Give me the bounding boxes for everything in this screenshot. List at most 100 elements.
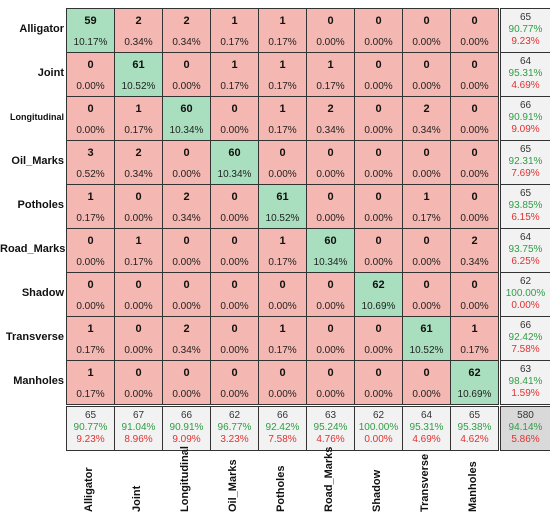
cell-percent: 0.00% bbox=[364, 125, 393, 136]
matrix-cell: 0 0.00% bbox=[450, 140, 499, 185]
summary-error-percent: 7.58% bbox=[268, 434, 297, 445]
matrix-cell: 0 0.00% bbox=[114, 272, 163, 317]
matrix-cell: 0 0.00% bbox=[354, 8, 403, 53]
matrix-cell: 0 0.00% bbox=[306, 140, 355, 185]
cell-count: 1 bbox=[279, 235, 286, 247]
cell-percent: 0.17% bbox=[412, 213, 441, 224]
cell-percent: 0.00% bbox=[364, 81, 393, 92]
row-label: Alligator bbox=[19, 23, 64, 35]
cell-percent: 10.52% bbox=[265, 213, 300, 224]
cell-count: 2 bbox=[135, 147, 142, 159]
cell-count: 1 bbox=[327, 59, 334, 71]
row-summary-cell: 65 92.31% 7.69% bbox=[500, 140, 550, 185]
cell-percent: 0.00% bbox=[220, 389, 249, 400]
cell-percent: 0.00% bbox=[460, 125, 489, 136]
cell-percent: 0.00% bbox=[124, 301, 153, 312]
cell-percent: 0.34% bbox=[412, 125, 441, 136]
matrix-cell: 1 0.17% bbox=[66, 360, 115, 405]
matrix-cell: 0 0.00% bbox=[210, 228, 259, 273]
cell-count: 0 bbox=[375, 323, 382, 335]
row-summary-cell: 64 93.75% 6.25% bbox=[500, 228, 550, 273]
matrix-cell: 0 0.00% bbox=[306, 316, 355, 361]
row-label: Joint bbox=[37, 67, 64, 79]
cell-count: 0 bbox=[375, 103, 382, 115]
column-summary-cell: 64 95.31% 4.69% bbox=[402, 406, 451, 451]
matrix-cell: 3 0.52% bbox=[66, 140, 115, 185]
summary-error-percent: 3.23% bbox=[220, 434, 249, 445]
summary-correct-percent: 95.38% bbox=[457, 422, 492, 433]
summary-count: 65 bbox=[468, 410, 481, 421]
cell-percent: 0.00% bbox=[316, 345, 345, 356]
cell-percent: 0.17% bbox=[124, 125, 153, 136]
cell-percent: 0.00% bbox=[364, 213, 393, 224]
cell-percent: 0.34% bbox=[460, 257, 489, 268]
cell-percent: 0.00% bbox=[460, 169, 489, 180]
summary-correct-percent: 95.31% bbox=[508, 68, 543, 79]
matrix-cell: 1 0.17% bbox=[66, 316, 115, 361]
cell-percent: 0.00% bbox=[76, 257, 105, 268]
matrix-cell: 2 0.34% bbox=[162, 8, 211, 53]
matrix-cell: 0 0.00% bbox=[402, 140, 451, 185]
cell-count: 0 bbox=[423, 15, 430, 27]
cell-count: 0 bbox=[183, 367, 190, 379]
cell-count: 0 bbox=[327, 367, 334, 379]
summary-correct-percent: 100.00% bbox=[358, 422, 399, 433]
matrix-cell: 0 0.00% bbox=[162, 272, 211, 317]
cell-percent: 0.34% bbox=[172, 213, 201, 224]
summary-correct-percent: 98.41% bbox=[508, 376, 543, 387]
cell-percent: 0.00% bbox=[268, 389, 297, 400]
cell-percent: 0.00% bbox=[460, 37, 489, 48]
summary-correct-percent: 93.85% bbox=[508, 200, 543, 211]
column-summary-cell: 66 90.91% 9.09% bbox=[162, 406, 211, 451]
cell-count: 0 bbox=[423, 59, 430, 71]
summary-correct-percent: 93.75% bbox=[508, 244, 543, 255]
cell-percent: 0.00% bbox=[172, 81, 201, 92]
cell-count: 0 bbox=[471, 15, 478, 27]
row-label: Road_Marks bbox=[0, 243, 66, 255]
summary-error-percent: 8.96% bbox=[124, 434, 153, 445]
summary-error-percent: 5.86% bbox=[511, 434, 540, 445]
cell-percent: 0.00% bbox=[316, 389, 345, 400]
cell-percent: 0.34% bbox=[316, 125, 345, 136]
cell-count: 0 bbox=[279, 147, 286, 159]
summary-count: 66 bbox=[519, 100, 532, 111]
matrix-cell: 62 10.69% bbox=[450, 360, 499, 405]
cell-percent: 0.17% bbox=[76, 213, 105, 224]
cell-percent: 0.52% bbox=[76, 169, 105, 180]
summary-correct-percent: 95.31% bbox=[409, 422, 444, 433]
column-summary-cell: 67 91.04% 8.96% bbox=[114, 406, 163, 451]
cell-percent: 0.00% bbox=[412, 301, 441, 312]
matrix-cell: 0 0.00% bbox=[162, 360, 211, 405]
summary-count: 62 bbox=[519, 276, 532, 287]
matrix-cell: 0 0.00% bbox=[210, 272, 259, 317]
matrix-cell: 0 0.00% bbox=[162, 140, 211, 185]
summary-correct-percent: 94.14% bbox=[508, 422, 543, 433]
cell-percent: 10.52% bbox=[409, 345, 444, 356]
matrix-cell: 60 10.34% bbox=[210, 140, 259, 185]
matrix-cell: 0 0.00% bbox=[402, 228, 451, 273]
summary-correct-percent: 96.77% bbox=[217, 422, 252, 433]
cell-percent: 0.00% bbox=[76, 301, 105, 312]
matrix-cell: 59 10.17% bbox=[66, 8, 115, 53]
cell-percent: 0.00% bbox=[316, 213, 345, 224]
cell-percent: 0.17% bbox=[268, 125, 297, 136]
cell-percent: 0.17% bbox=[124, 257, 153, 268]
summary-count: 66 bbox=[180, 410, 193, 421]
cell-count: 2 bbox=[183, 191, 190, 203]
cell-percent: 0.00% bbox=[460, 301, 489, 312]
cell-count: 0 bbox=[423, 235, 430, 247]
cell-count: 0 bbox=[183, 147, 190, 159]
summary-error-percent: 0.00% bbox=[364, 434, 393, 445]
cell-percent: 0.00% bbox=[220, 301, 249, 312]
cell-count: 1 bbox=[231, 15, 238, 27]
cell-percent: 0.00% bbox=[220, 125, 249, 136]
cell-count: 0 bbox=[87, 103, 94, 115]
matrix-cell: 1 0.17% bbox=[402, 184, 451, 229]
cell-count: 1 bbox=[279, 323, 286, 335]
matrix-cell: 61 10.52% bbox=[258, 184, 307, 229]
summary-error-percent: 0.00% bbox=[511, 300, 540, 311]
row-summary-cell: 66 92.42% 7.58% bbox=[500, 316, 550, 361]
summary-correct-percent: 90.91% bbox=[169, 422, 204, 433]
column-summary-cell: 65 95.38% 4.62% bbox=[450, 406, 499, 451]
column-label: Potholes bbox=[275, 465, 287, 512]
